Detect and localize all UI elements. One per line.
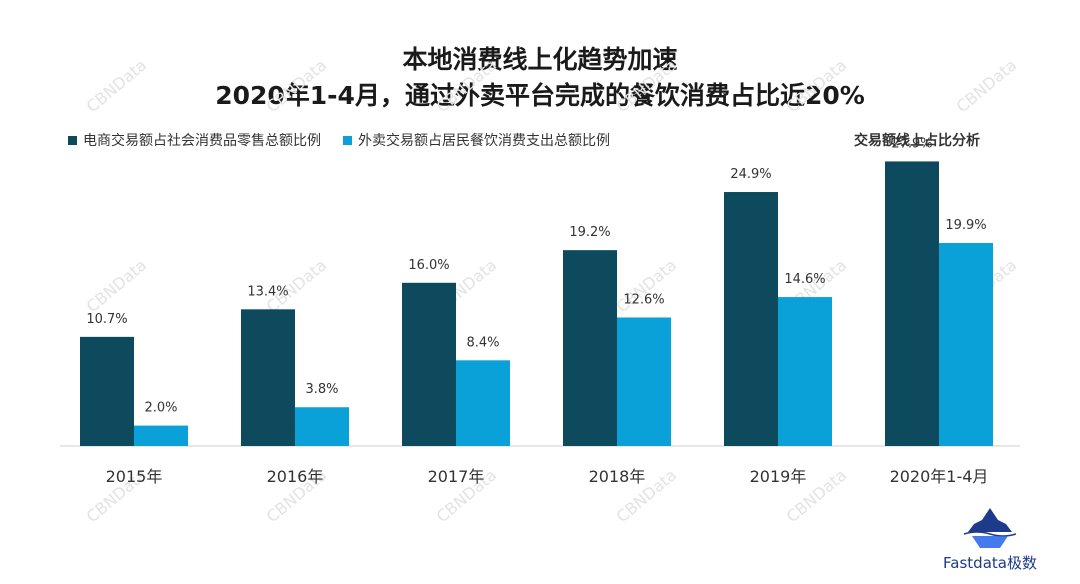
data-label-takeaway-0: 2.0%	[144, 401, 177, 416]
data-label-ecommerce-1: 13.4%	[247, 284, 288, 299]
legend-swatch-takeaway	[343, 135, 352, 145]
bar-takeaway-5	[939, 243, 993, 446]
legend-item-takeaway: 外卖交易额占居民餐饮消费支出总额比例	[343, 130, 610, 150]
data-label-ecommerce-5: 27.9%	[891, 136, 932, 151]
x-tick-label-2: 2017年	[428, 467, 485, 486]
iceberg-icon	[963, 508, 1017, 548]
watermark-text: CBNData	[263, 55, 331, 116]
x-tick-label-5: 2020年1-4月	[890, 467, 989, 486]
bar-ecommerce-5	[885, 161, 939, 447]
brand-name: Fastdata极数	[943, 554, 1037, 572]
bar-takeaway-0	[134, 425, 188, 446]
legend-item-ecommerce: 电商交易额占社会消费品零售总额比例	[68, 130, 321, 150]
data-label-takeaway-5: 19.9%	[945, 218, 986, 233]
bar-ecommerce-4	[724, 192, 778, 446]
bar-takeaway-3	[617, 317, 671, 446]
x-tick-label-4: 2019年	[750, 467, 807, 486]
legend-label-ecommerce: 电商交易额占社会消费品零售总额比例	[83, 133, 321, 149]
legend: 电商交易额占社会消费品零售总额比例 外卖交易额占居民餐饮消费支出总额比例	[68, 130, 632, 150]
chart-right-label: 交易额线上占比分析	[854, 133, 980, 149]
data-label-ecommerce-3: 19.2%	[569, 225, 610, 240]
x-tick-label-3: 2018年	[589, 467, 646, 486]
bar-ecommerce-1	[241, 309, 295, 446]
watermark-text: CBNData	[783, 55, 851, 116]
x-tick-label-1: 2016年	[267, 467, 324, 486]
data-label-takeaway-1: 3.8%	[305, 382, 338, 397]
watermark-text: CBNData	[953, 55, 1021, 116]
data-label-takeaway-2: 8.4%	[466, 335, 499, 350]
x-tick-label-0: 2015年	[106, 467, 163, 486]
bar-takeaway-2	[456, 360, 510, 446]
chart-title: 本地消费线上化趋势加速	[402, 45, 678, 74]
legend-label-takeaway: 外卖交易额占居民餐饮消费支出总额比例	[358, 133, 610, 149]
data-label-ecommerce-2: 16.0%	[408, 258, 449, 273]
data-label-takeaway-4: 14.6%	[784, 272, 825, 287]
watermark-text: CBNData	[613, 55, 681, 116]
data-label-ecommerce-4: 24.9%	[730, 167, 771, 182]
watermark-text: CBNData	[433, 55, 501, 116]
legend-swatch-ecommerce	[68, 135, 77, 145]
watermark-text: CBNData	[83, 55, 151, 116]
chart-subtitle: 2020年1-4月，通过外卖平台完成的餐饮消费占比近20%	[215, 81, 865, 110]
watermark-text: CBNData	[83, 255, 151, 316]
bar-ecommerce-0	[80, 336, 134, 446]
bar-takeaway-1	[295, 407, 349, 446]
brand-logo: Fastdata极数	[920, 502, 1060, 580]
data-label-ecommerce-0: 10.7%	[86, 312, 127, 327]
data-label-takeaway-3: 12.6%	[623, 292, 664, 307]
bar-takeaway-4	[778, 297, 832, 446]
bar-ecommerce-3	[563, 250, 617, 446]
bar-ecommerce-2	[402, 282, 456, 446]
